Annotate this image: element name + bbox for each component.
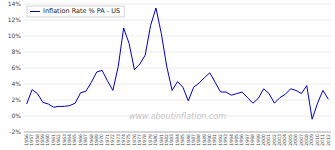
x-tick-label: 2001 <box>266 134 271 146</box>
x-axis-line <box>24 132 331 133</box>
x-tick-label: 1985 <box>180 134 185 146</box>
x-tick-label: 1977 <box>137 134 142 146</box>
x-tick-label: 1967 <box>83 134 88 146</box>
x-tick-label: 1984 <box>175 134 180 146</box>
x-tick-label: 1970 <box>99 134 104 146</box>
x-tick-label: 2010 <box>315 134 320 146</box>
legend-box <box>27 6 124 17</box>
x-tick-label: 1965 <box>72 134 77 146</box>
y-tick-label: 12% <box>8 16 22 23</box>
x-tick-label: 1996 <box>239 134 244 146</box>
y-tick-label: 10% <box>8 32 22 39</box>
x-tick-label: 2005 <box>288 134 293 146</box>
x-tick-label: 2007 <box>299 134 304 146</box>
x-tick-label: 1975 <box>126 134 131 146</box>
x-tick-label: 1963 <box>62 134 67 146</box>
x-tick-label: 1957 <box>29 134 34 146</box>
x-tick-label: 2002 <box>272 134 277 146</box>
x-tick-label: 1988 <box>196 134 201 146</box>
x-tick-label: 2003 <box>277 134 282 146</box>
x-tick-label: 1978 <box>142 134 147 146</box>
x-tick-label: 1991 <box>212 134 217 146</box>
grid-line <box>24 68 331 69</box>
legend-swatch <box>30 11 40 12</box>
x-tick-label: 2004 <box>282 134 287 146</box>
y-grid <box>24 4 331 132</box>
x-tick-label: 1999 <box>256 134 261 146</box>
x-tick-label: 2000 <box>261 134 266 146</box>
chart: -2%0%2%4%6%8%10%12%14%195619571958195919… <box>0 0 335 150</box>
x-tick-label: 1959 <box>40 134 45 146</box>
x-tick-label: 2012 <box>326 134 331 146</box>
y-tick-label: 2% <box>11 96 21 103</box>
x-tick-label: 1964 <box>67 134 72 146</box>
x-tick-label: 1976 <box>132 134 137 146</box>
x-tick-label: 1987 <box>191 134 196 146</box>
y-tick-label: 8% <box>11 48 21 55</box>
legend-label: Inflation Rate % PA - US <box>43 7 120 15</box>
x-tick-label: 1983 <box>169 134 174 146</box>
x-tick-label: 1956 <box>24 134 29 146</box>
watermark: www.aboutinflation.com <box>129 112 226 121</box>
x-tick-label: 1962 <box>56 134 61 146</box>
x-tick-label: 1969 <box>94 134 99 146</box>
y-tick-label: -2% <box>9 128 21 135</box>
y-tick-label: 4% <box>11 80 21 87</box>
y-tick-label: 14% <box>8 0 22 7</box>
x-tick-label: 1997 <box>245 134 250 146</box>
x-tick-label: 2009 <box>309 134 314 146</box>
x-tick-label: 1989 <box>202 134 207 146</box>
legend: Inflation Rate % PA - US <box>27 6 124 17</box>
grid-line <box>24 52 331 53</box>
y-tick-label: 6% <box>11 64 21 71</box>
x-tick-label: 1980 <box>153 134 158 146</box>
x-tick-label: 1966 <box>78 134 83 146</box>
x-tick-label: 1982 <box>164 134 169 146</box>
x-tick-label: 1974 <box>121 134 126 146</box>
grid-line <box>24 36 331 37</box>
x-tick-label: 1981 <box>159 134 164 146</box>
x-tick-label: 1993 <box>223 134 228 146</box>
x-tick-label: 1973 <box>116 134 121 146</box>
series-line <box>27 8 329 119</box>
x-tick-label: 1961 <box>51 134 56 146</box>
grid-line <box>24 20 331 21</box>
x-tick-label: 1979 <box>148 134 153 146</box>
x-tick-label: 1972 <box>110 134 115 146</box>
grid-line <box>24 4 331 5</box>
grid-line <box>24 84 331 85</box>
grid-line <box>24 132 331 133</box>
x-tick-label: 1968 <box>89 134 94 146</box>
x-tick-label: 1995 <box>234 134 239 146</box>
y-tick-label: 0% <box>11 112 21 119</box>
plot-area <box>27 8 329 119</box>
x-tick-label: 1998 <box>250 134 255 146</box>
x-tick-label: 1960 <box>45 134 50 146</box>
x-tick-label: 1992 <box>218 134 223 146</box>
x-tick-label: 1971 <box>105 134 110 146</box>
grid-line <box>24 100 331 101</box>
x-tick-label: 2006 <box>293 134 298 146</box>
x-tick-label: 1994 <box>229 134 234 146</box>
x-tick-label: 1990 <box>207 134 212 146</box>
x-tick-label: 2011 <box>320 134 325 146</box>
x-tick-label: 2008 <box>304 134 309 146</box>
x-tick-label: 1986 <box>186 134 191 146</box>
x-tick-label: 1958 <box>35 134 40 146</box>
